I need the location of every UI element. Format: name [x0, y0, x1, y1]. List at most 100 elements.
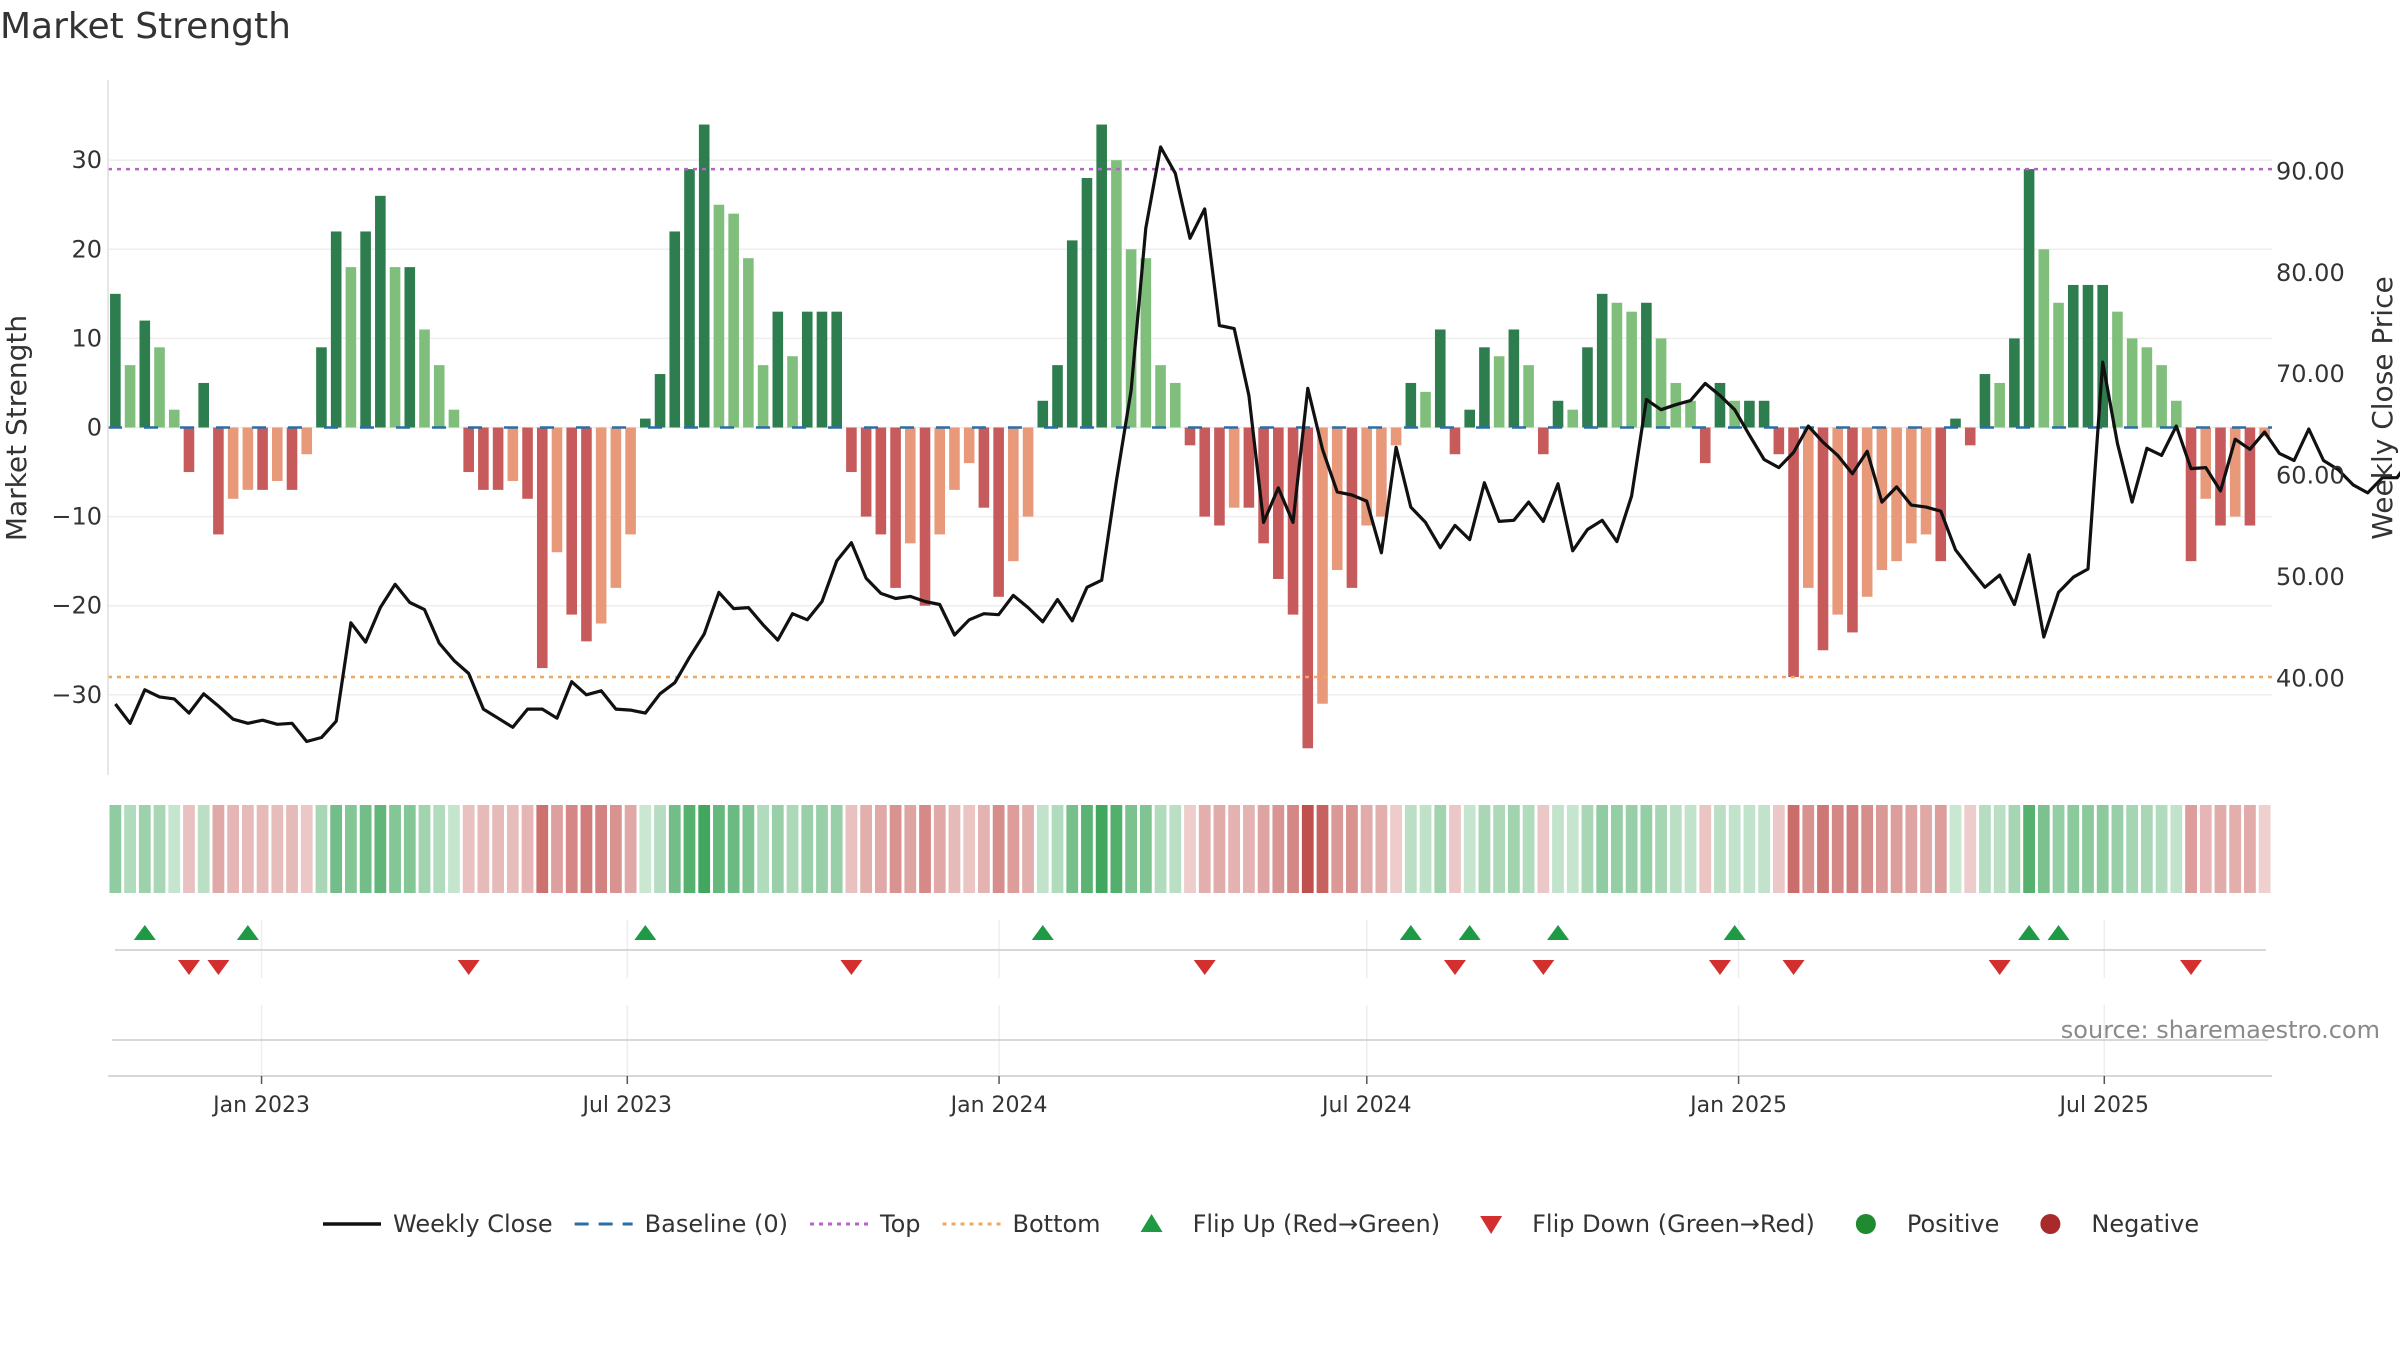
heat-cell: [212, 805, 225, 893]
x-tick-label: Jan 2023: [211, 1093, 310, 1118]
legend-item: Flip Down (Green→Red): [1480, 1210, 1815, 1238]
heat-cell: [1831, 805, 1844, 893]
heat-cell: [1993, 805, 2006, 893]
strength-bar: [1420, 391, 1431, 428]
heat-cell: [477, 805, 490, 893]
legend-item: Weekly Close: [323, 1210, 553, 1238]
strength-bar: [1125, 249, 1137, 428]
heat-cell: [1581, 805, 1594, 893]
legend-flip-up-swatch: [1140, 1214, 1163, 1232]
heat-cell: [271, 805, 284, 893]
strength-bar: [1861, 427, 1873, 597]
heat-cell: [1301, 805, 1314, 893]
strength-bar: [227, 427, 239, 499]
axes: 30 20 10 0 −10 −20 −30 90.00 80.00 70.00 60.00 50.0…: [0, 80, 2399, 775]
strength-bar: [2112, 311, 2123, 428]
heat-cell: [816, 805, 828, 893]
strength-bar: [492, 427, 504, 490]
heat-cell: [462, 805, 475, 893]
heat-cell: [418, 805, 431, 893]
strength-bar: [2200, 427, 2212, 499]
strength-bar: [271, 427, 283, 481]
strength-bar: [551, 427, 563, 553]
strength-bar: [1729, 400, 1740, 428]
heat-cell: [2037, 805, 2050, 893]
strength-bar: [154, 347, 165, 428]
strength-bar: [1596, 293, 1608, 428]
strength-bar: [993, 427, 1004, 597]
strength-bar: [1022, 427, 1034, 517]
flip-down-marker: [1782, 960, 1805, 975]
heat-cell: [1198, 805, 1211, 893]
legend-negative-swatch: [2040, 1214, 2061, 1234]
strength-bar: [1994, 382, 2005, 428]
strength-bar: [581, 427, 592, 642]
heat-cell: [668, 805, 681, 893]
heat-cell: [1316, 805, 1329, 893]
strength-bar: [2067, 284, 2079, 428]
legend-item: Positive: [1855, 1210, 1999, 1238]
heat-cell: [830, 805, 843, 893]
strength-bar: [1376, 427, 1387, 517]
heat-cell: [2067, 805, 2080, 893]
heat-cell: [1728, 805, 1741, 893]
y-tick-label: 0: [87, 414, 102, 442]
strength-bar: [860, 427, 872, 517]
heat-cell: [241, 805, 254, 893]
x-tick-label: Jul 2025: [2058, 1093, 2150, 1118]
heat-cell: [1360, 805, 1373, 893]
heat-cell: [1964, 805, 1977, 893]
heat-cell: [124, 805, 136, 893]
heat-cell: [1404, 805, 1417, 893]
strength-bar: [2156, 365, 2167, 428]
heat-cell: [609, 805, 622, 893]
strength-bar: [669, 231, 681, 428]
heat-cell: [109, 805, 122, 893]
heat-cell: [2082, 805, 2094, 893]
y2-tick-label: 70.00: [2276, 360, 2345, 388]
strength-bar: [2038, 249, 2050, 428]
strength-bar: [1567, 409, 1579, 428]
strength-bar: [1979, 374, 1991, 428]
strength-bar: [139, 320, 151, 428]
heat-cell: [551, 805, 563, 893]
strength-bar: [2053, 302, 2064, 428]
heat-cell: [403, 805, 416, 893]
heat-cell: [654, 805, 666, 893]
heat-cell: [713, 805, 725, 893]
heat-cell: [1905, 805, 1918, 893]
strength-bar: [1273, 427, 1284, 579]
strength-bar: [1479, 347, 1490, 428]
strength-bar: [1582, 347, 1593, 428]
strength-bar: [1155, 365, 1166, 428]
heat-cell: [2155, 805, 2168, 893]
legend-item: Negative: [2040, 1210, 2199, 1238]
strength-bar: [772, 311, 784, 428]
heat-cell: [1493, 805, 1506, 893]
heat-cell: [359, 805, 372, 893]
heat-cell: [1611, 805, 1623, 893]
source-note: source: sharemaestro.com: [2060, 1016, 2380, 1044]
strength-bar: [375, 195, 386, 428]
strength-bar: [1817, 427, 1829, 651]
heat-cell: [448, 805, 460, 893]
heat-cell: [1125, 805, 1138, 893]
heat-cell: [919, 805, 931, 893]
heat-cell: [1684, 805, 1697, 893]
heat-cell: [506, 805, 519, 893]
strength-bar: [816, 311, 828, 428]
heat-cell: [1699, 805, 1712, 893]
heat-cell: [1640, 805, 1653, 893]
heat-cell: [1876, 805, 1888, 893]
strength-bar: [478, 427, 489, 490]
heat-cell: [1022, 805, 1034, 893]
heat-cell: [345, 805, 357, 893]
flip-down-marker: [1988, 960, 2011, 975]
strength-bar: [1243, 427, 1255, 508]
y2-tick-label: 40.00: [2276, 665, 2345, 693]
heat-cell: [374, 805, 387, 893]
heat-cell: [992, 805, 1005, 893]
legend: Weekly Close Baseline (0) Top Bottom Flip Up…: [323, 1210, 2199, 1238]
y-tick-label: −30: [51, 681, 102, 709]
heat-cell: [1758, 805, 1771, 893]
